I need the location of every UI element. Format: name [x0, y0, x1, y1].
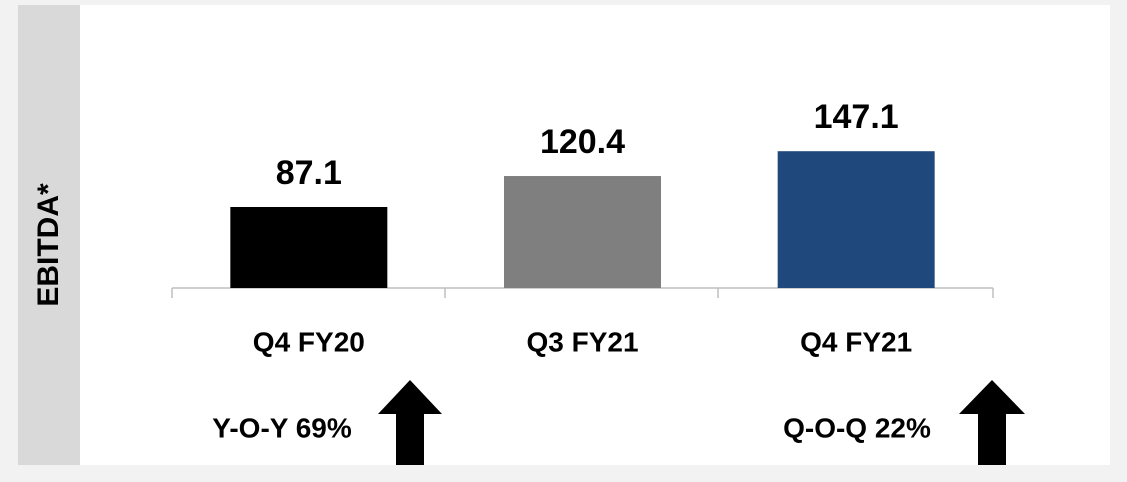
bar [504, 176, 661, 288]
x-tick-label: Q4 FY20 [253, 326, 365, 357]
bar [777, 151, 935, 288]
value-label: 120.4 [540, 123, 625, 161]
arrow-up [378, 380, 442, 465]
bar [230, 206, 388, 288]
arrow-up [959, 380, 1025, 465]
y-axis-label: EBITDA* [32, 183, 65, 307]
x-tick-label: Q4 FY21 [800, 326, 912, 357]
x-tick-label: Q3 FY21 [526, 326, 638, 357]
value-label: 87.1 [276, 154, 342, 192]
annotation: Q-O-Q 22% [783, 412, 931, 443]
value-label: 147.1 [814, 98, 899, 136]
annotation: Y-O-Y 69% [212, 412, 352, 443]
label-band [18, 5, 80, 465]
